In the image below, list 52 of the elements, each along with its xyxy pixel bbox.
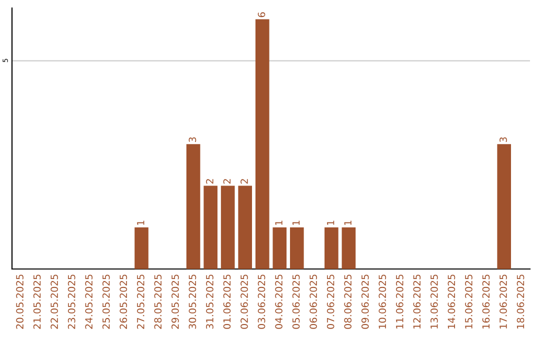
- x-tick-label: 16.06.2025: [482, 274, 490, 328]
- data-label: 3: [188, 137, 196, 142]
- x-tick-label: 03.06.2025: [258, 274, 266, 329]
- x-tick-label: 17.06.2025: [500, 274, 507, 328]
- data-label: 1: [344, 220, 352, 225]
- bar: [324, 227, 338, 269]
- x-tick-label: 10.06.2025: [378, 274, 386, 328]
- x-tick-label: 22.05.2025: [50, 274, 58, 329]
- x-tick-label: 07.06.2025: [326, 274, 334, 329]
- x-tick-label: 25.05.2025: [102, 274, 110, 329]
- data-label: 2: [240, 179, 248, 184]
- x-tick-label: 23.05.2025: [68, 274, 76, 329]
- bar: [134, 227, 148, 269]
- x-tick-label: 15.06.2025: [465, 274, 472, 328]
- x-tick-label: 13.06.2025: [430, 274, 438, 328]
- x-tick-label: 27.05.2025: [136, 274, 144, 329]
- x-tick-label: 12.06.2025: [413, 274, 421, 328]
- x-tick-label: 09.06.2025: [361, 274, 369, 329]
- x-tick-label: 31.05.2025: [206, 274, 214, 329]
- x-tick-label: 11.06.2025: [396, 274, 404, 328]
- x-tick-label: 21.05.2025: [33, 274, 41, 329]
- x-tick-label: 29.05.2025: [172, 274, 179, 329]
- x-tick-label: 04.06.2025: [275, 274, 282, 329]
- x-tick-label: 30.05.2025: [188, 274, 196, 329]
- bar: [497, 144, 512, 269]
- data-label: 3: [500, 137, 507, 142]
- bar: [272, 227, 287, 269]
- data-label: 6: [258, 12, 266, 18]
- bar: [186, 144, 200, 269]
- bar: [204, 186, 218, 269]
- x-tick-label: 01.06.2025: [223, 274, 231, 329]
- x-tick-label: 08.06.2025: [344, 274, 352, 329]
- bar: [342, 227, 356, 269]
- bar: [238, 186, 252, 269]
- data-label: 1: [292, 220, 300, 225]
- x-tick-label: 05.06.2025: [292, 274, 300, 329]
- data-label: 1: [327, 220, 334, 225]
- x-tick-label: 24.05.2025: [85, 274, 93, 329]
- data-label: 2: [206, 179, 214, 184]
- x-tick-label: 06.06.2025: [310, 274, 317, 329]
- bar: [255, 19, 270, 269]
- x-tick-label: 26.05.2025: [120, 274, 128, 329]
- x-tick-label: 28.05.2025: [154, 274, 162, 329]
- data-label: 1: [137, 220, 144, 225]
- bar: [220, 186, 235, 269]
- x-tick-label: 14.06.2025: [448, 274, 456, 328]
- x-tick-label: 02.06.2025: [240, 274, 248, 329]
- bar: [290, 227, 304, 269]
- data-label: 2: [223, 179, 231, 184]
- x-tick-label: 18.06.2025: [516, 274, 524, 328]
- data-label: 1: [275, 220, 282, 225]
- x-tick-label: 20.05.2025: [16, 274, 24, 329]
